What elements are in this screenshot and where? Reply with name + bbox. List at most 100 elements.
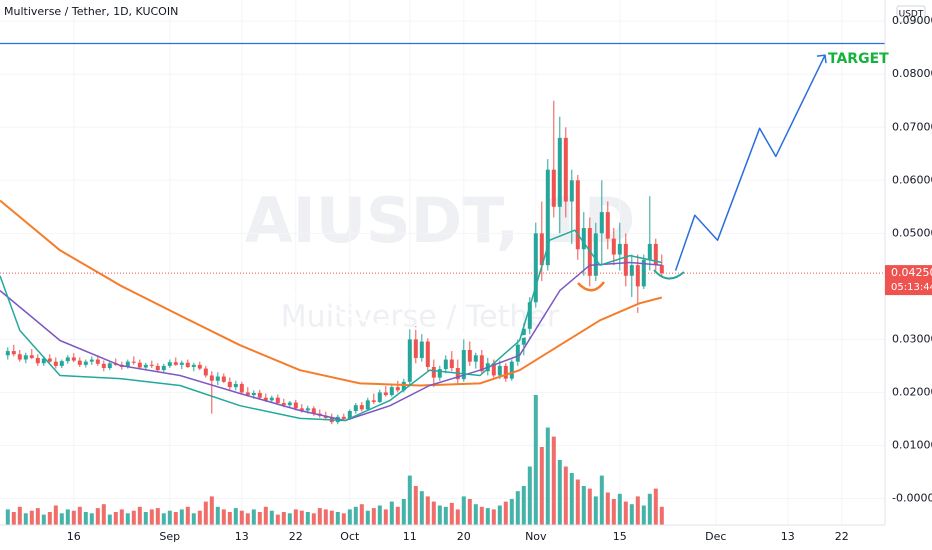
x-tick-label: Sep: [159, 530, 180, 543]
candle-body: [77, 360, 82, 365]
candle-body: [191, 364, 196, 367]
x-tick-label: 15: [613, 530, 627, 543]
volume-bar: [197, 510, 202, 525]
candle-body: [527, 302, 532, 329]
volume-bar: [119, 509, 124, 525]
candle-body: [221, 376, 226, 382]
candle-body: [395, 387, 400, 391]
pattern-arc: [577, 281, 605, 292]
target-arrow: [816, 54, 827, 64]
candle-body: [659, 265, 664, 274]
volume-bar: [287, 513, 292, 525]
volume-bar: [641, 505, 646, 525]
volume-bar: [89, 513, 94, 525]
x-tick-label: Nov: [525, 530, 547, 543]
volume-bar: [479, 506, 484, 525]
price-label-box: [885, 265, 932, 296]
volume-bar: [623, 501, 628, 525]
volume-bar: [203, 501, 208, 525]
volume-bar: [155, 508, 160, 525]
candle-body: [149, 364, 154, 366]
candle-body: [5, 351, 10, 356]
candle-body: [437, 369, 442, 378]
candle-body: [557, 137, 562, 207]
volume-bar: [311, 513, 316, 525]
candle-body: [215, 376, 220, 381]
volume-bar: [365, 510, 370, 525]
candle-body: [497, 365, 502, 376]
volume-bar: [533, 395, 538, 525]
candle-body: [71, 357, 76, 361]
candle-body: [65, 357, 70, 362]
annotation: TARGET: [828, 51, 889, 67]
candle-body: [257, 392, 262, 398]
candle-body: [155, 365, 160, 371]
volume-bar: [173, 512, 178, 525]
candle-body: [101, 363, 106, 369]
volume-bar: [659, 506, 664, 525]
candle-body: [569, 180, 574, 202]
volume-bar: [107, 514, 112, 525]
volume-bar: [113, 512, 118, 525]
volume-bar: [281, 512, 286, 525]
candle-body: [353, 405, 358, 411]
candle-body: [305, 408, 310, 411]
volume-bar: [215, 506, 220, 525]
volume-bar: [377, 505, 382, 525]
volume-bar: [413, 486, 418, 525]
volume-bar: [245, 513, 250, 525]
volume-bar: [233, 508, 238, 525]
candle-body: [599, 212, 604, 234]
volume-bar: [47, 512, 52, 525]
candle-body: [167, 362, 172, 366]
currency-box[interactable]: [896, 5, 926, 23]
candle-body: [551, 169, 556, 207]
candle-body: [473, 355, 478, 362]
volume-bar: [521, 486, 526, 525]
candle-body: [107, 363, 112, 369]
indicator-line: [0, 199, 663, 387]
candle-body: [59, 361, 64, 366]
candle-body: [287, 402, 292, 406]
candle-body: [203, 368, 208, 376]
volume-bar: [29, 510, 34, 525]
candle-body: [53, 361, 58, 366]
candle-body: [269, 397, 274, 401]
candle-body: [347, 410, 352, 419]
volume-bar: [251, 509, 256, 525]
candle-body: [425, 341, 430, 367]
candle-body: [293, 402, 298, 409]
chart-title: Multiverse / Tether, 1D, KUCOIN: [4, 5, 178, 18]
candle-body: [47, 358, 52, 362]
volume-bar: [269, 510, 274, 525]
candle-body: [41, 358, 46, 364]
candle-body: [509, 361, 514, 379]
volume-bar: [401, 499, 406, 525]
currency: USDT: [899, 10, 924, 20]
candle-body: [449, 359, 454, 369]
candle-body: [251, 392, 256, 396]
x-tick-label: 13: [781, 530, 795, 543]
volume-bar: [449, 502, 454, 525]
volume-bar: [257, 512, 262, 525]
volume-bar: [41, 514, 46, 525]
volume-bar: [131, 510, 136, 525]
volume-bar: [95, 508, 100, 525]
volume-bar: [437, 505, 442, 525]
indicator-line: [674, 54, 826, 271]
candle-body: [245, 392, 250, 396]
volume-bar: [323, 509, 328, 525]
candle-body: [377, 392, 382, 402]
volume-bar: [575, 479, 580, 525]
volume-bar: [23, 513, 28, 525]
indicator-line: [0, 261, 662, 422]
candle-body: [185, 362, 190, 367]
volume-bar: [317, 508, 322, 525]
candle-body: [515, 344, 520, 362]
candle-body: [143, 364, 148, 368]
candle-body: [233, 383, 238, 388]
candle-body: [389, 387, 394, 396]
countdown: 05:13:44: [891, 282, 932, 293]
